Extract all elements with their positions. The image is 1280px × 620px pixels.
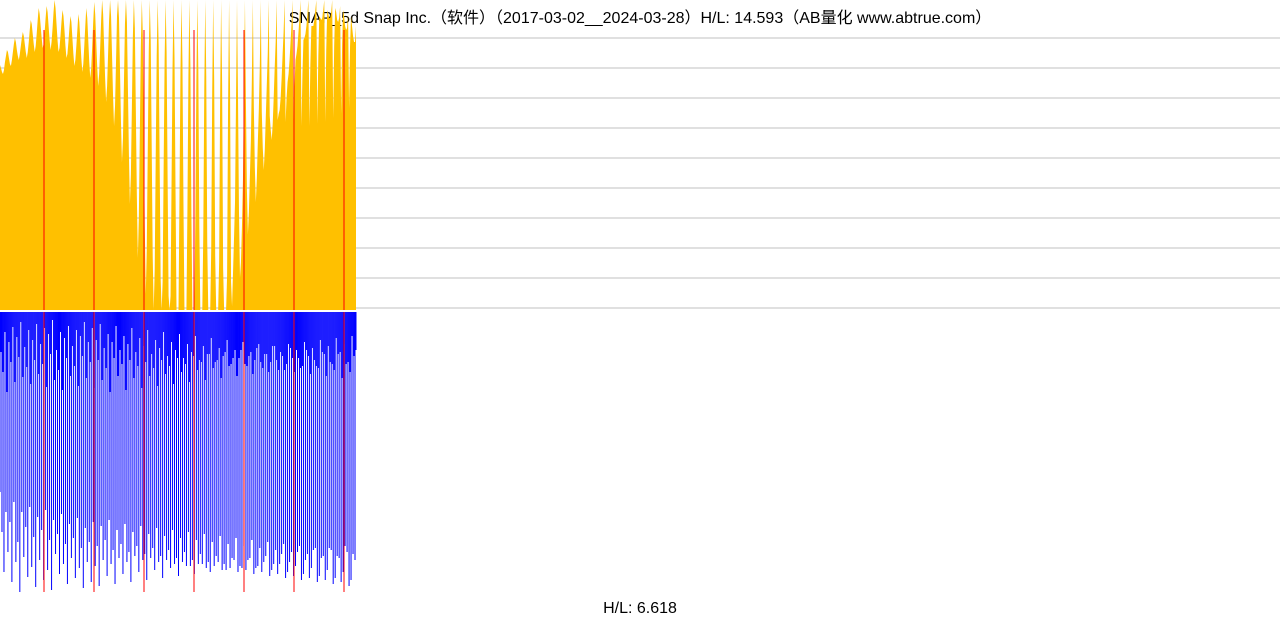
upper-panel bbox=[0, 0, 1280, 312]
chart-footer: H/L: 6.618 bbox=[0, 600, 1280, 618]
lower-panel bbox=[0, 312, 1280, 620]
